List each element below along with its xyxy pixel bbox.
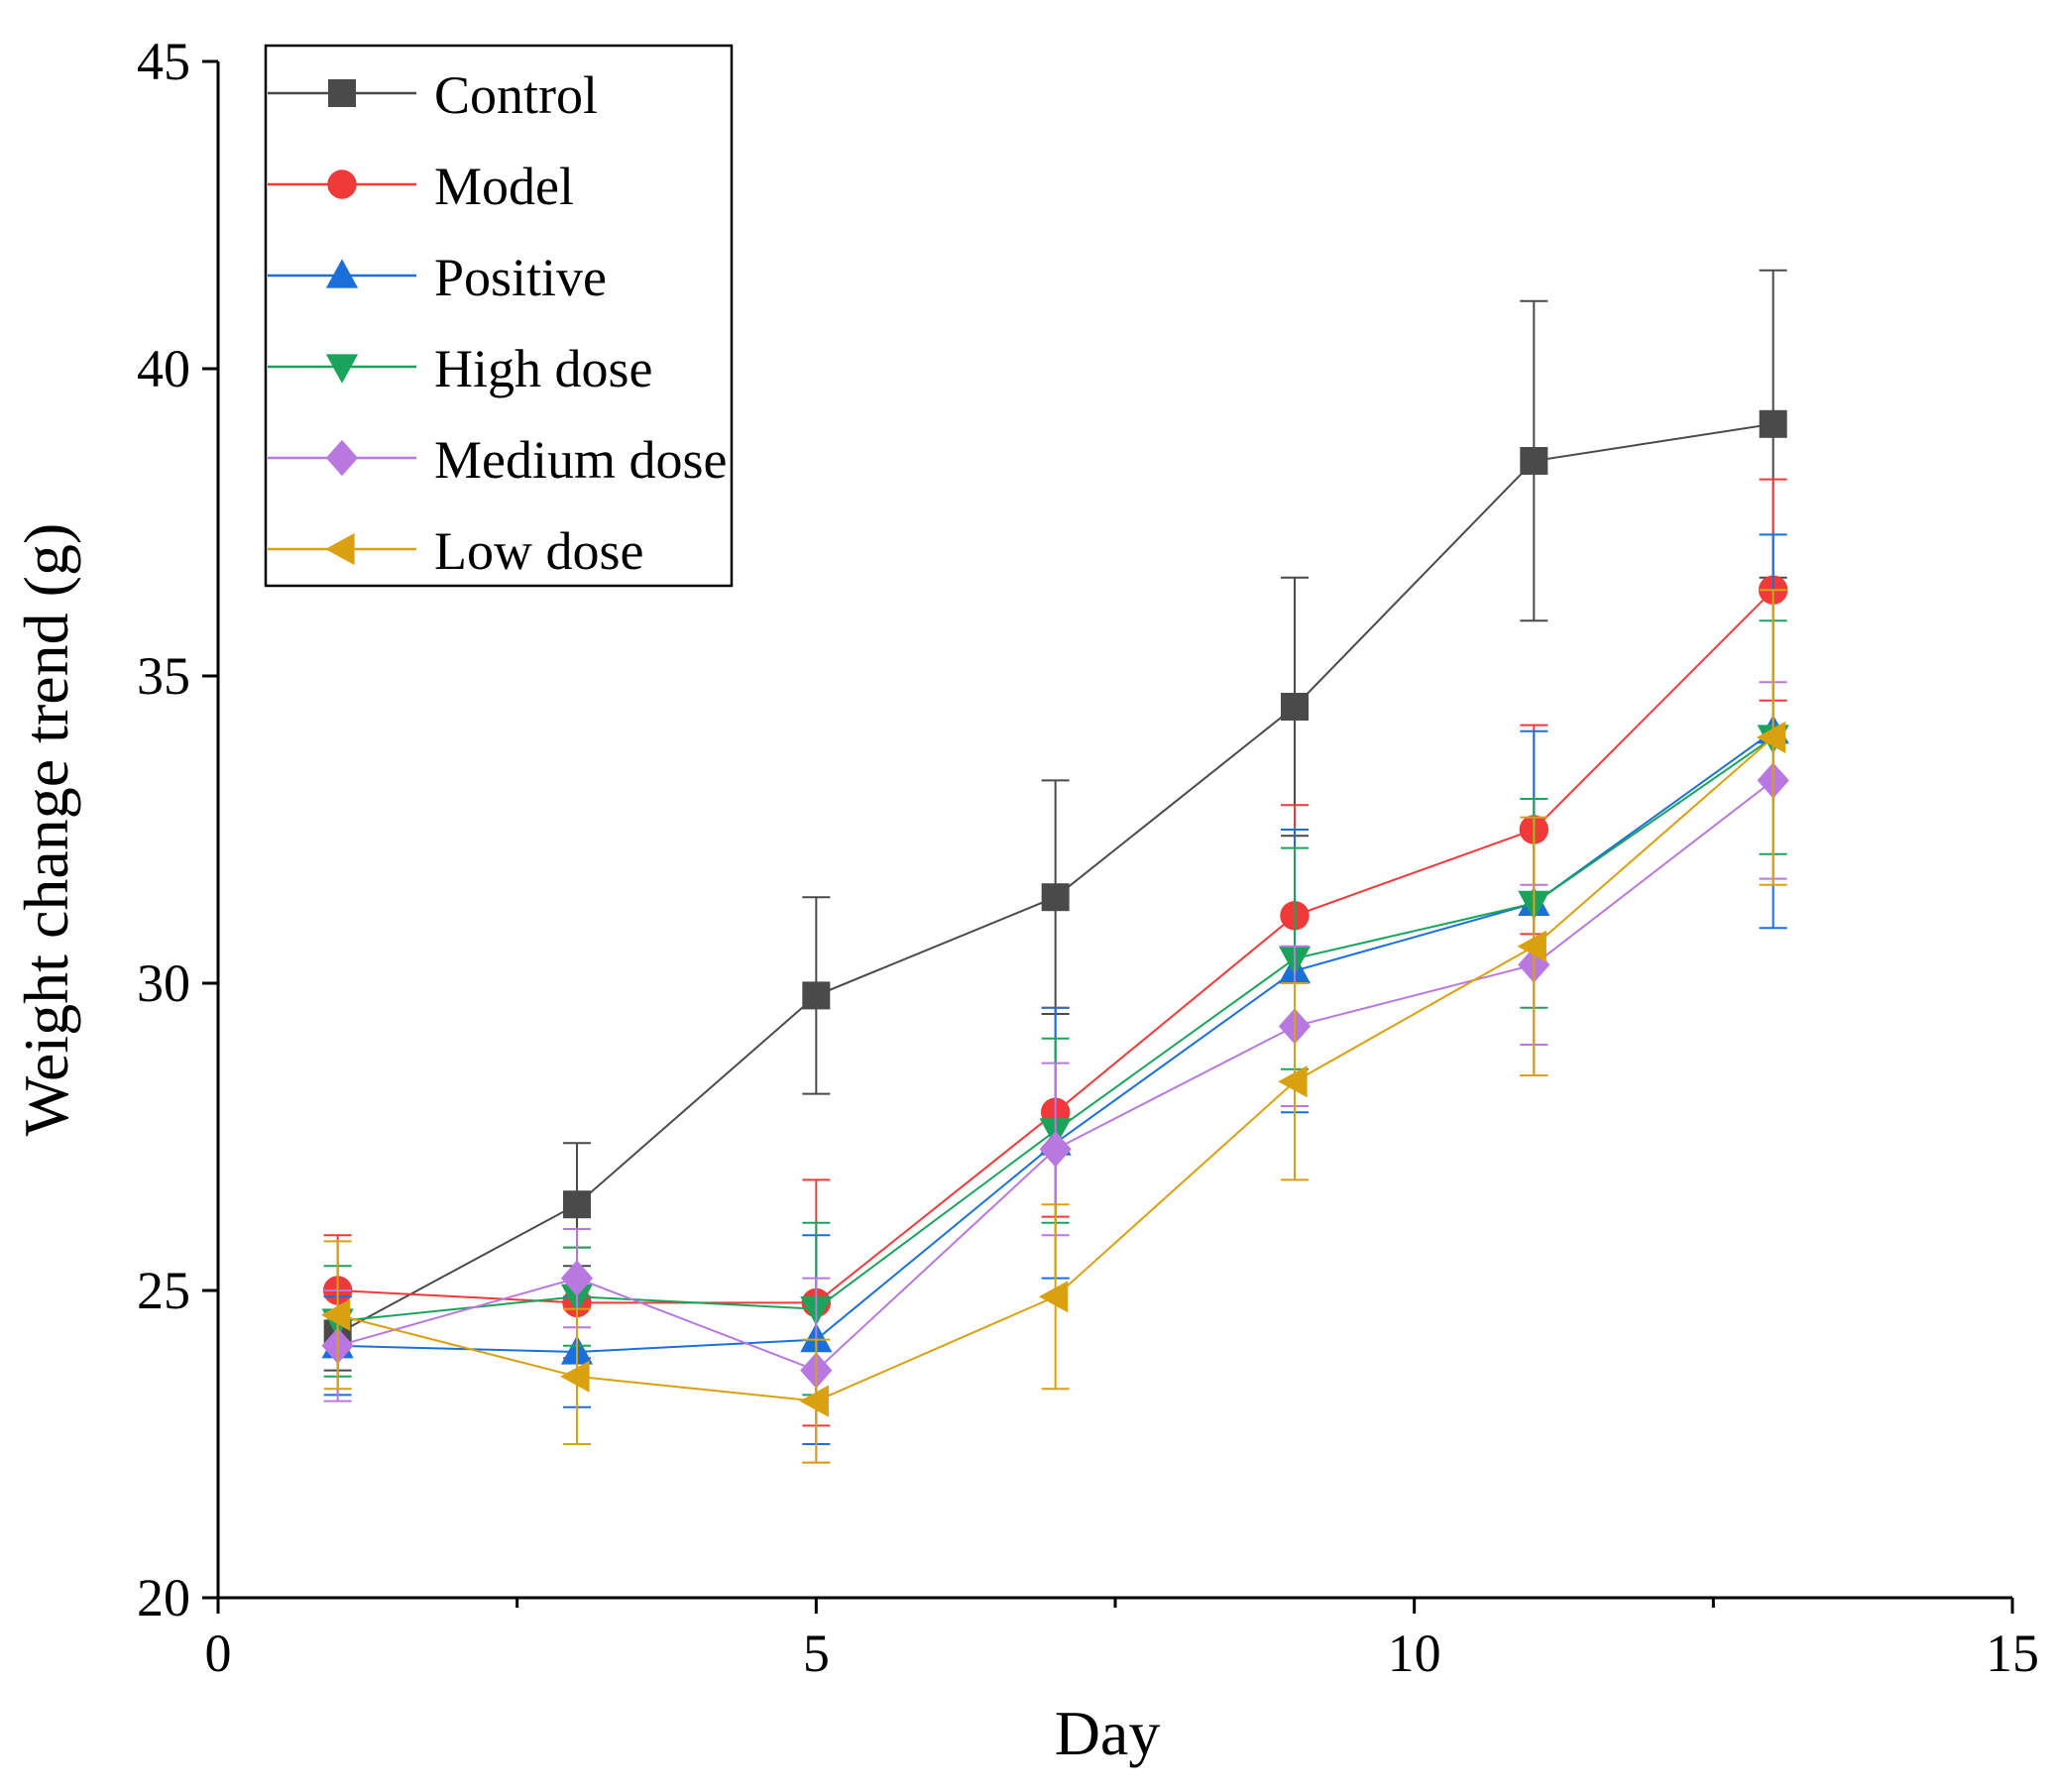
data-point-low-dose bbox=[1517, 930, 1546, 962]
legend-marker-medium-dose bbox=[325, 439, 359, 477]
data-point-control bbox=[802, 981, 831, 1010]
y-tick-label: 45 bbox=[137, 32, 190, 91]
y-tick-label: 30 bbox=[137, 953, 190, 1013]
legend-marker-model bbox=[327, 169, 357, 199]
legend-box bbox=[264, 44, 734, 588]
data-point-control bbox=[563, 1190, 591, 1219]
series-low-dose bbox=[320, 589, 1787, 1464]
data-point-low-dose bbox=[1278, 1065, 1308, 1098]
y-tick-label: 40 bbox=[137, 339, 190, 398]
data-point-medium-dose bbox=[1039, 1131, 1072, 1168]
x-axis-title: Day bbox=[1055, 1698, 1161, 1768]
data-point-medium-dose bbox=[560, 1260, 594, 1296]
legend-label-positive: Positive bbox=[434, 248, 607, 307]
legend-label-control: Control bbox=[434, 65, 598, 125]
x-tick-label: 5 bbox=[803, 1624, 830, 1683]
axes-layer: 0 5 10 15 20 25 30 35 40 45 Day Weight change trend… bbox=[11, 32, 2039, 1768]
x-tick-label: 10 bbox=[1388, 1624, 1441, 1683]
data-point-low-dose bbox=[1756, 721, 1786, 754]
legend-item-low-dose: Low dose bbox=[268, 521, 643, 581]
legend-item-high-dose: High dose bbox=[268, 339, 652, 398]
legend-label-high-dose: High dose bbox=[434, 339, 652, 398]
series-layer bbox=[320, 269, 1789, 1464]
legend-item-model: Model bbox=[268, 157, 574, 216]
data-point-control bbox=[1520, 447, 1548, 475]
legend-label-model: Model bbox=[434, 157, 574, 216]
legend-marker-high-dose bbox=[325, 354, 359, 384]
data-point-low-dose bbox=[560, 1360, 590, 1393]
legend-label-medium-dose: Medium dose bbox=[434, 430, 727, 490]
legend-marker-positive bbox=[325, 259, 359, 288]
y-axis-title: Weight change trend (g) bbox=[11, 523, 81, 1137]
data-point-low-dose bbox=[1038, 1281, 1069, 1313]
data-point-control bbox=[1281, 693, 1309, 721]
data-point-control bbox=[1041, 883, 1070, 912]
legend-label-low-dose: Low dose bbox=[434, 521, 643, 581]
legend-item-control: Control bbox=[268, 65, 598, 125]
y-tick-label: 35 bbox=[137, 646, 190, 706]
data-point-low-dose bbox=[320, 1298, 351, 1331]
data-point-low-dose bbox=[799, 1385, 829, 1417]
legend-marker-low-dose bbox=[325, 532, 355, 566]
x-tick-label: 15 bbox=[1986, 1624, 2039, 1683]
y-tick-label: 20 bbox=[137, 1568, 190, 1627]
data-point-control bbox=[1759, 409, 1787, 438]
legend: Control Model Positive High dose Medium dose… bbox=[264, 44, 734, 588]
x-tick-label: 0 bbox=[205, 1624, 232, 1683]
y-tick-label: 25 bbox=[137, 1261, 190, 1320]
legend-marker-control bbox=[328, 79, 356, 107]
legend-item-positive: Positive bbox=[268, 248, 607, 307]
legend-item-medium-dose: Medium dose bbox=[268, 430, 727, 490]
